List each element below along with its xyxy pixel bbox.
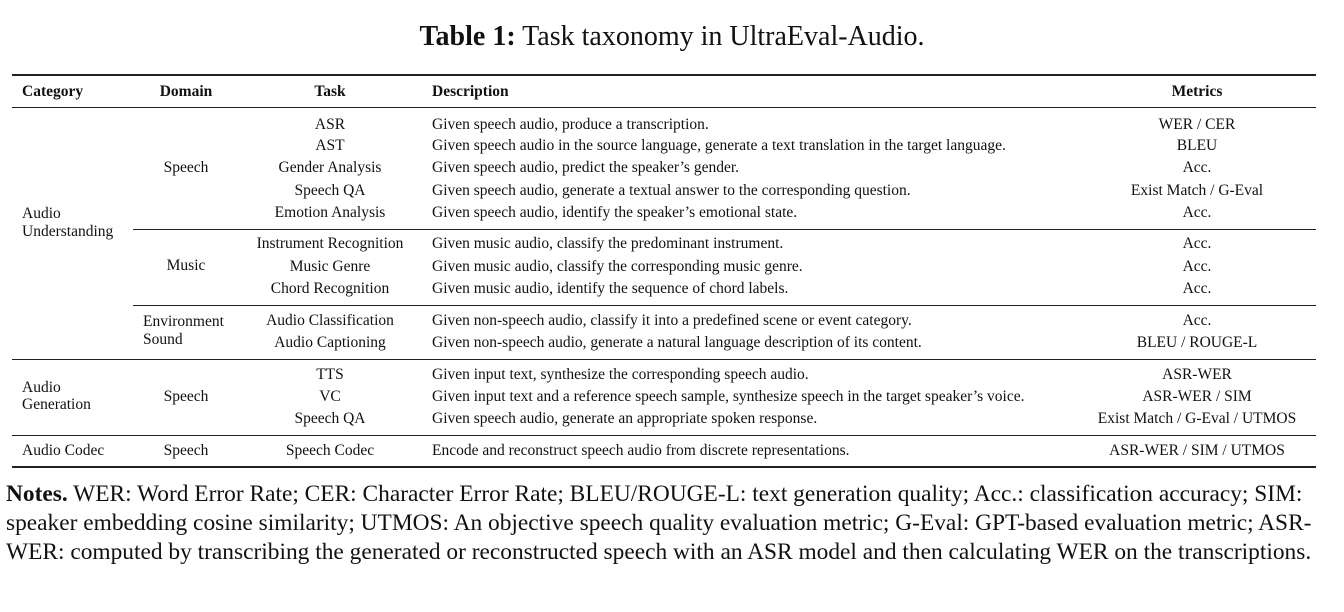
metrics-cell: Exist Match / G-Eval [1130,182,1264,199]
task-cell: ASR [314,116,346,133]
domain-environment-1: Environment [143,313,224,330]
task-cell: Music Genre [289,258,371,275]
domain-speech: Speech [163,388,209,405]
metrics-cell: Exist Match / G-Eval / UTMOS [1097,410,1297,427]
domain-speech: Speech [163,159,209,176]
category-rule [12,359,1316,360]
description-cell: Given speech audio, identify the speaker… [432,204,798,221]
caption-label: Table 1: [419,21,516,52]
description-cell: Given non-speech audio, classify it into… [432,312,912,329]
metrics-cell: Acc. [1182,258,1212,275]
description-cell: Given speech audio, generate a textual a… [432,182,911,199]
header-description: Description [432,83,509,100]
metrics-cell: WER / CER [1158,116,1236,133]
description-cell: Given speech audio, generate an appropri… [432,410,818,427]
header-metrics: Metrics [1171,83,1223,100]
description-cell: Given input text, synthesize the corresp… [432,366,809,383]
metrics-cell: Acc. [1182,159,1212,176]
metrics-cell: BLEU / ROUGE-L [1136,334,1258,351]
notes-label: Notes. [6,481,68,507]
description-cell: Given input text and a reference speech … [432,388,1025,405]
metrics-cell: BLEU [1176,137,1218,154]
domain-music: Music [166,257,206,274]
top-rule [12,74,1316,76]
group-rule [133,229,1316,230]
category-generation-1: Audio [22,379,61,396]
domain-environment-2: Sound [143,331,183,348]
description-cell: Given music audio, classify the predomin… [432,235,784,252]
task-cell: Speech QA [294,410,366,427]
metrics-cell: Acc. [1182,312,1212,329]
task-cell: Emotion Analysis [274,204,386,221]
group-rule [133,305,1316,306]
header-rule [12,107,1316,108]
task-cell: Audio Captioning [274,334,386,351]
description-cell: Given music audio, identify the sequence… [432,280,789,297]
metrics-cell: Acc. [1182,204,1212,221]
header-task: Task [314,83,346,100]
description-cell: Given non-speech audio, generate a natur… [432,334,922,351]
bottom-rule [12,466,1316,468]
task-cell: TTS [316,366,344,383]
description-cell: Given speech audio, predict the speaker’… [432,159,740,176]
task-cell: Speech Codec [285,442,375,459]
metrics-cell: Acc. [1182,280,1212,297]
metrics-cell: Acc. [1182,235,1212,252]
task-cell: Chord Recognition [270,280,390,297]
metrics-cell: ASR-WER / SIM [1142,388,1252,405]
category-generation-2: Generation [22,396,91,413]
category-rule [12,435,1316,436]
task-cell: Instrument Recognition [256,235,404,252]
description-cell: Encode and reconstruct speech audio from… [432,442,850,459]
metrics-cell: ASR-WER / SIM / UTMOS [1109,442,1285,459]
description-cell: Given speech audio in the source languag… [432,137,1006,154]
category-understanding-1: Audio [22,205,61,222]
task-cell: AST [315,137,345,154]
metrics-cell: ASR-WER [1162,366,1232,383]
task-cell: Speech QA [294,182,366,199]
table-notes: Notes. WER: Word Error Rate; CER: Charac… [6,480,1341,567]
header-category: Category [22,83,84,100]
task-cell: Audio Classification [266,312,394,329]
task-cell: VC [319,388,341,405]
description-cell: Given speech audio, produce a transcript… [432,116,709,133]
description-cell: Given music audio, classify the correspo… [432,258,803,275]
task-cell: Gender Analysis [278,159,382,176]
notes-text: WER: Word Error Rate; CER: Character Err… [6,481,1312,565]
category-understanding-2: Understanding [22,223,114,240]
table-caption: Table 1: Task taxonomy in UltraEval-Audi… [0,20,1344,54]
header-domain: Domain [159,83,213,100]
category-codec: Audio Codec [22,442,105,459]
caption-text: Task taxonomy in UltraEval-Audio. [522,21,925,52]
domain-speech: Speech [163,442,209,459]
